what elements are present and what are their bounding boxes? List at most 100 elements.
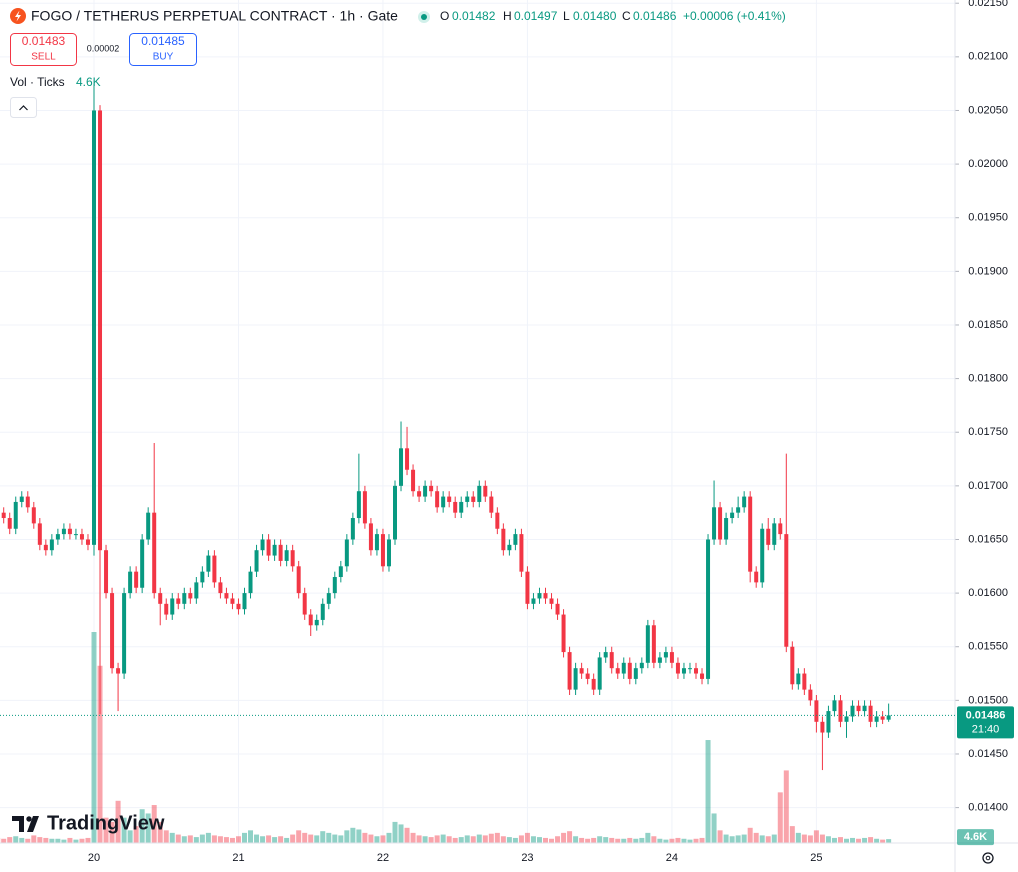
candle-body bbox=[447, 496, 452, 502]
volume-bar bbox=[825, 836, 831, 843]
y-tick-label: 0.01400 bbox=[968, 802, 1008, 814]
candle-body bbox=[862, 705, 867, 712]
candle-body bbox=[278, 544, 283, 561]
volume-bar bbox=[235, 836, 241, 843]
candle-body bbox=[633, 668, 638, 679]
legend-c-label: C bbox=[622, 9, 631, 23]
candle-body bbox=[687, 668, 692, 670]
volume-bar bbox=[681, 838, 687, 843]
volume-bar bbox=[494, 832, 500, 843]
candle-body bbox=[435, 491, 440, 508]
candle-body bbox=[206, 555, 211, 572]
candle-body bbox=[844, 716, 849, 722]
volume-indicator-value: 4.6K bbox=[76, 75, 101, 89]
candle-body bbox=[639, 662, 644, 669]
candle-body bbox=[627, 662, 632, 679]
volume-bar bbox=[813, 830, 819, 843]
volume-bar bbox=[603, 837, 609, 843]
volume-bar bbox=[248, 830, 254, 843]
volume-bar bbox=[561, 832, 567, 843]
volume-badge bbox=[957, 829, 994, 846]
candle-body bbox=[79, 534, 84, 540]
candle-body bbox=[260, 539, 265, 551]
candle-body bbox=[61, 528, 66, 535]
volume-bar bbox=[157, 821, 163, 843]
candle-body bbox=[868, 705, 873, 722]
collapse-button[interactable] bbox=[10, 97, 37, 118]
y-tick-label: 0.01950 bbox=[968, 212, 1008, 224]
candle-body bbox=[543, 593, 548, 599]
volume-bar bbox=[753, 832, 759, 843]
volume-bar bbox=[470, 836, 476, 843]
volume-bar bbox=[55, 838, 61, 843]
volume-bar bbox=[777, 792, 783, 843]
volume-bar bbox=[705, 740, 711, 843]
volume-bar bbox=[392, 821, 398, 843]
candle-body bbox=[483, 485, 488, 497]
volume-bar bbox=[380, 835, 386, 843]
sell-button[interactable] bbox=[10, 33, 77, 66]
volume-bar bbox=[422, 836, 428, 843]
settings-icon[interactable] bbox=[982, 852, 994, 864]
candle-body bbox=[362, 491, 367, 524]
candle-body bbox=[326, 593, 331, 604]
candle-body bbox=[784, 534, 789, 647]
candle-body bbox=[55, 534, 60, 540]
volume-bar bbox=[7, 837, 13, 843]
volume-bar bbox=[446, 836, 452, 843]
candle-body bbox=[772, 523, 777, 545]
volume-bar bbox=[862, 837, 868, 843]
candle-body bbox=[477, 485, 482, 502]
volume-bar bbox=[609, 837, 615, 843]
x-tick-label: 25 bbox=[810, 852, 822, 864]
candle-body bbox=[332, 577, 337, 594]
volume-bar bbox=[555, 836, 561, 843]
volume-bar bbox=[103, 817, 109, 843]
candle-body bbox=[681, 668, 686, 674]
candle-body bbox=[760, 528, 765, 583]
candle-body bbox=[338, 566, 343, 578]
volume-bar bbox=[771, 834, 777, 843]
volume-bar bbox=[308, 834, 314, 843]
buy-button[interactable] bbox=[129, 33, 197, 66]
candle-body bbox=[188, 593, 193, 599]
candle-body bbox=[224, 593, 229, 599]
volume-bar bbox=[506, 837, 512, 843]
last-price-badge bbox=[957, 706, 1014, 739]
countdown: 21:40 bbox=[972, 723, 1000, 735]
volume-bar bbox=[25, 838, 31, 843]
volume-bar bbox=[121, 817, 127, 843]
volume-bar bbox=[440, 834, 446, 843]
candle-body bbox=[368, 523, 373, 551]
candle-body bbox=[85, 539, 90, 545]
candle-body bbox=[146, 512, 151, 540]
spread: 0.00002 bbox=[87, 43, 120, 53]
volume-bar bbox=[615, 838, 621, 843]
y-tick-label: 0.01900 bbox=[968, 265, 1008, 277]
volume-bar bbox=[868, 837, 874, 843]
volume-bar bbox=[199, 834, 205, 843]
volume-bar bbox=[193, 837, 199, 843]
candle-body bbox=[621, 662, 626, 674]
candle-body bbox=[459, 501, 464, 513]
candle-body bbox=[874, 716, 879, 722]
volume-bar bbox=[187, 835, 193, 843]
candle-body bbox=[615, 668, 620, 674]
candle-body bbox=[98, 110, 103, 551]
candle-body bbox=[585, 673, 590, 679]
candle-body bbox=[850, 705, 855, 717]
legend-o: 0.01482 bbox=[452, 9, 496, 23]
volume-bar bbox=[657, 838, 663, 843]
candle-body bbox=[790, 646, 795, 685]
volume-bar bbox=[693, 838, 699, 843]
legend-l: 0.01480 bbox=[573, 9, 617, 23]
volume-bar bbox=[1, 838, 7, 843]
candle-body bbox=[591, 678, 596, 690]
volume-bar bbox=[356, 829, 362, 843]
candle-body bbox=[700, 673, 705, 679]
volume-bar bbox=[374, 836, 380, 843]
volume-bar bbox=[109, 821, 115, 843]
volume-bar bbox=[326, 832, 332, 843]
y-tick-label: 0.01650 bbox=[968, 533, 1008, 545]
